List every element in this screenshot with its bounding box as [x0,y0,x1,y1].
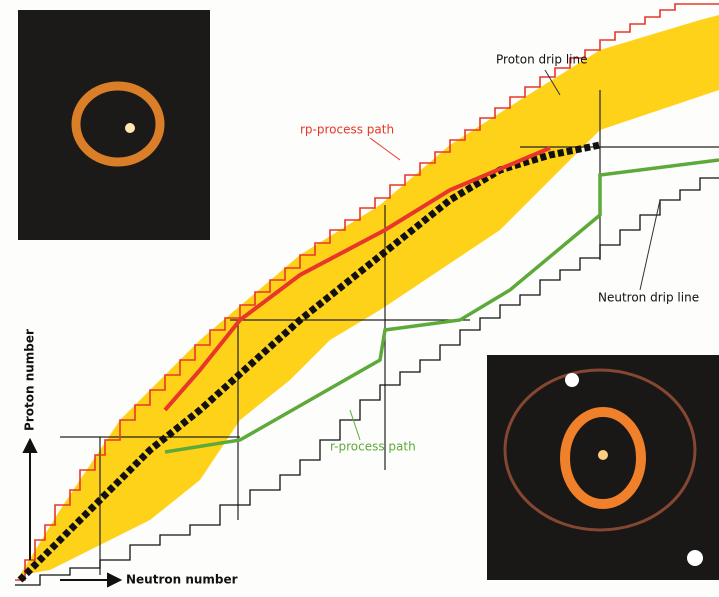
inset-top [18,10,210,240]
rp-process-label: rp-process path [300,123,394,137]
proton-drip-label: Proton drip line [496,53,587,67]
x-axis-label: Neutron number [126,573,238,587]
star [598,450,608,460]
star [687,550,703,566]
neutron-drip-label: Neutron drip line [598,291,699,305]
r-process-label: r-process path [330,440,416,454]
star [125,123,135,133]
nuclide-chart: Proton drip line rp-process path Neutron… [0,0,719,597]
page: {"labels": {"proton_drip_line": "Proton … [0,0,719,597]
star [565,373,579,387]
y-axis-label: Proton number [23,329,37,431]
inset-bottom [487,355,719,580]
